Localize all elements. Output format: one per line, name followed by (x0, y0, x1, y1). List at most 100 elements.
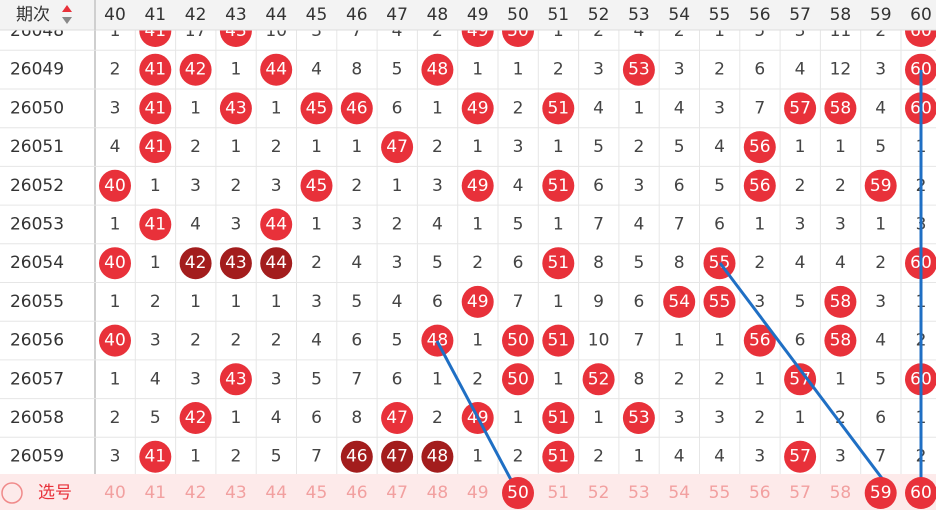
omission: 1 (110, 369, 121, 389)
omission: 9 (593, 292, 604, 312)
ball-number: 48 (427, 60, 449, 80)
ball-number: 51 (547, 447, 569, 467)
selected-ball (905, 477, 936, 509)
omission: 8 (351, 60, 362, 80)
ball-number: 47 (386, 137, 408, 157)
omission: 3 (875, 292, 886, 312)
omission: 2 (553, 60, 564, 80)
ball (784, 363, 817, 396)
ball-number: 46 (346, 447, 368, 467)
ball (179, 402, 212, 434)
ball (260, 53, 293, 86)
omission: 1 (553, 137, 564, 157)
omission: 5 (674, 137, 685, 157)
omission: 6 (311, 408, 322, 428)
ball-number: 49 (467, 176, 489, 196)
omission: 4 (392, 21, 403, 41)
omission: 1 (190, 447, 201, 467)
omission: 6 (392, 369, 403, 389)
footer-number: 43 (225, 483, 247, 503)
ball-number: 49 (467, 292, 489, 312)
ball-number: 48 (427, 447, 449, 467)
ball (260, 208, 293, 241)
omission: 4 (674, 447, 685, 467)
omission: 1 (633, 98, 644, 118)
omission: 3 (835, 215, 846, 235)
column-header: 49 (467, 5, 489, 25)
ball (219, 247, 252, 280)
ball (542, 169, 575, 202)
ball-number: 44 (265, 215, 287, 235)
ball (99, 169, 131, 202)
omission: 5 (754, 21, 765, 41)
ball (139, 131, 172, 164)
omission: 2 (754, 253, 765, 273)
omission: 1 (432, 369, 443, 389)
column-header: 51 (547, 5, 569, 25)
omission: 5 (432, 253, 443, 273)
omission: 3 (795, 21, 806, 41)
ball-number: 43 (225, 253, 247, 273)
ball-number: 51 (547, 98, 569, 118)
ball (340, 440, 373, 473)
trend-line (435, 340, 520, 494)
omission: 1 (875, 215, 886, 235)
ball-number: 47 (386, 447, 408, 467)
omission: 2 (754, 408, 765, 428)
period: 26053 (10, 215, 64, 235)
omission: 2 (271, 331, 282, 351)
omission: 2 (674, 369, 685, 389)
omission: 1 (593, 408, 604, 428)
ball-number: 56 (749, 137, 771, 157)
omission: 1 (311, 215, 322, 235)
ball (784, 92, 817, 125)
column-header: 59 (870, 5, 892, 25)
omission: 12 (830, 60, 852, 80)
omission: 2 (190, 137, 201, 157)
column-header: 47 (386, 5, 408, 25)
footer-number: 54 (668, 483, 690, 503)
ball-number: 53 (628, 408, 650, 428)
omission: 4 (432, 215, 443, 235)
omission: 1 (472, 215, 483, 235)
selected-number: 50 (507, 483, 529, 503)
omission: 2 (633, 137, 644, 157)
footer-number: 41 (144, 483, 166, 503)
ball-number: 45 (306, 98, 328, 118)
omission: 1 (110, 21, 121, 41)
footer-number: 56 (749, 483, 771, 503)
omission: 3 (150, 331, 161, 351)
omission: 2 (311, 253, 322, 273)
omission: 2 (593, 21, 604, 41)
omission: 3 (674, 60, 685, 80)
omission: 7 (754, 98, 765, 118)
ball (461, 92, 494, 125)
period: 26057 (10, 369, 64, 389)
omission: 5 (875, 137, 886, 157)
column-header: 54 (668, 5, 690, 25)
omission: 3 (351, 215, 362, 235)
omission: 3 (754, 447, 765, 467)
column-header: 52 (588, 5, 610, 25)
omission: 1 (553, 369, 564, 389)
ball (139, 208, 172, 241)
omission: 4 (150, 369, 161, 389)
ball-number: 60 (910, 60, 932, 80)
omission: 4 (875, 331, 886, 351)
omission: 1 (714, 21, 725, 41)
omission: 4 (593, 98, 604, 118)
column-header: 58 (830, 5, 852, 25)
ball-number: 50 (507, 369, 529, 389)
omission: 1 (472, 331, 483, 351)
ball (905, 53, 936, 86)
ball (824, 92, 857, 125)
omission: 3 (714, 98, 725, 118)
selected-ball (502, 477, 534, 509)
ball-number: 41 (144, 137, 166, 157)
ball-number: 51 (547, 408, 569, 428)
omission: 5 (633, 253, 644, 273)
omission: 3 (513, 137, 524, 157)
ball (502, 324, 534, 357)
column-header: 43 (225, 5, 247, 25)
ball-number: 57 (789, 98, 811, 118)
